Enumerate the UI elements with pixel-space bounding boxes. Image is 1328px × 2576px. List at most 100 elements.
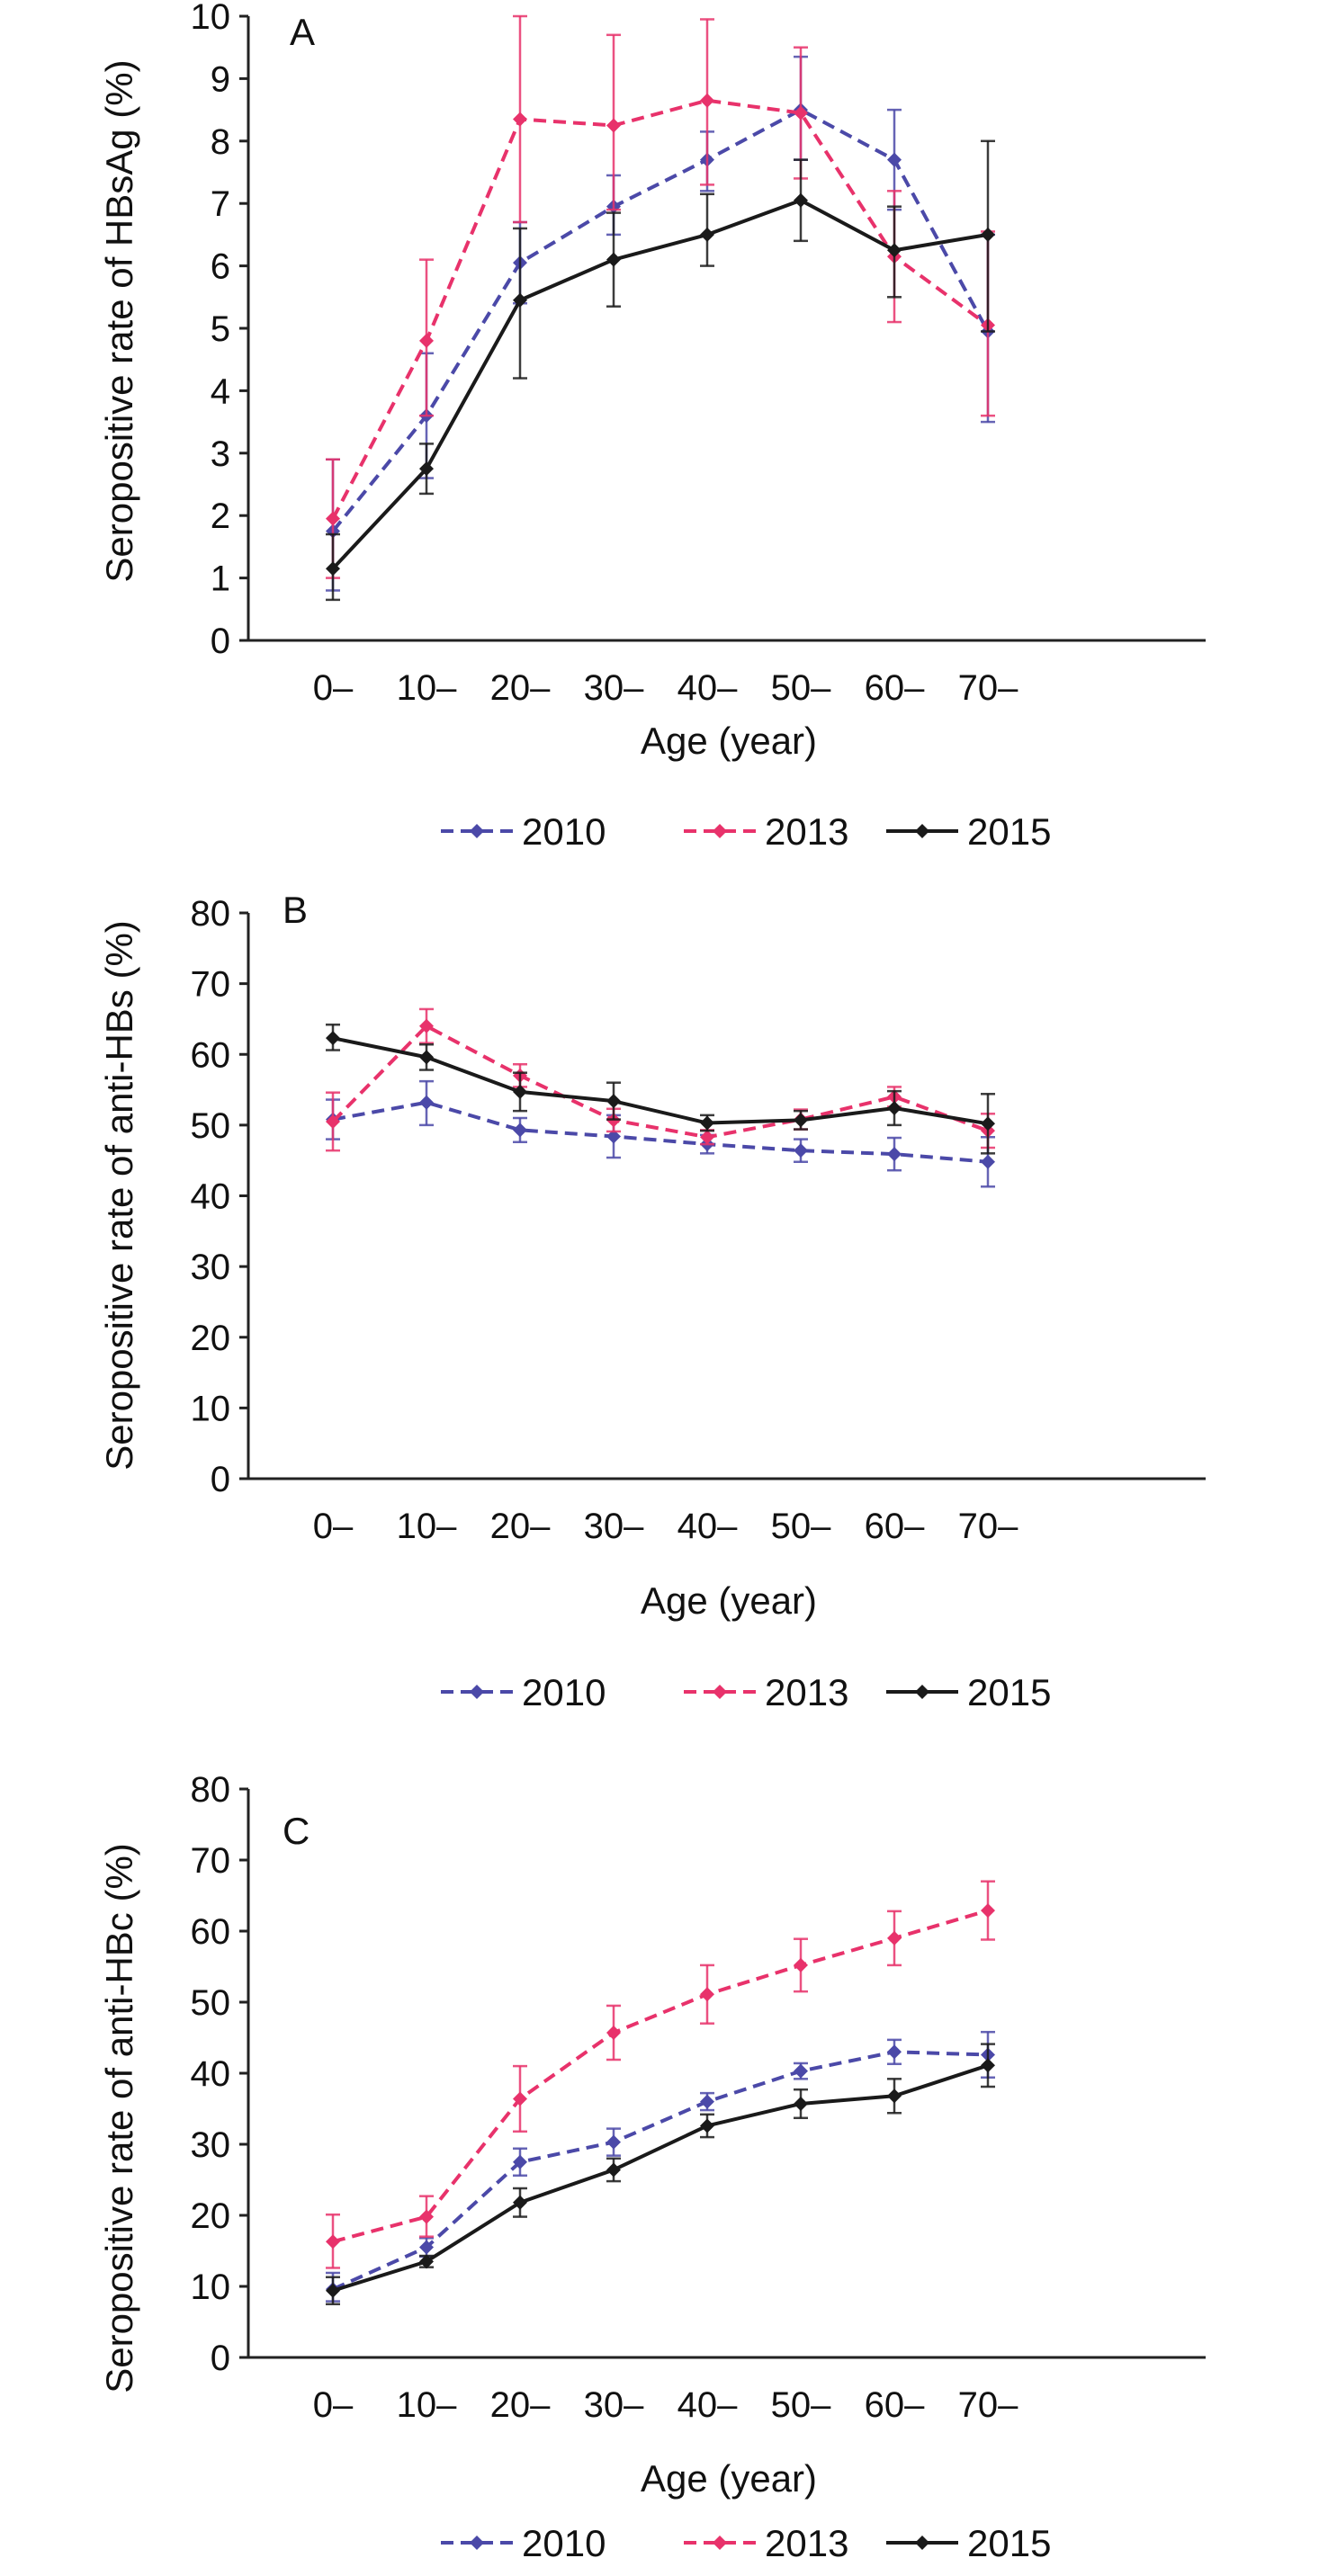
panel-b-x-tick-label: 10–	[397, 1507, 457, 1546]
panel-c-x-axis-title: Age (year)	[641, 2457, 817, 2500]
panel-b-x-tick-label: 60–	[865, 1507, 925, 1546]
panel-c-marks: 0 10 20 30 40 50 60 70 80 0– 10– 20– 30– 40– 50– 60– 70–	[191, 1770, 1206, 2425]
panel-a-series-2015-point	[419, 461, 434, 477]
panel-a-legend-2010: 2010	[441, 810, 606, 853]
panel-a-legend: 2010 2013 2015	[441, 810, 1051, 853]
panel-a-y-tick-label: 4	[211, 371, 230, 411]
panel-a-x-tick-label: 40–	[677, 668, 738, 708]
panel-a-letter: A	[290, 11, 315, 53]
panel-b: 0 10 20 30 40 50 60 70 80 0– 10– 20– 30– 40– 50– 60– 70–…	[98, 889, 1206, 1713]
panel-c-x-tick-label: 70–	[958, 2385, 1018, 2425]
panel-a-legend-2013-marker	[713, 824, 727, 838]
panel-b-y-tick-label: 20	[191, 1319, 231, 1358]
panel-b-legend-2010-label: 2010	[522, 1671, 606, 1713]
panel-a-series-2013-point	[419, 333, 434, 348]
panel-a-series-2015-point	[606, 252, 621, 267]
panel-b-x-tick-label: 50–	[771, 1507, 831, 1546]
panel-c-series-2013-point	[419, 2209, 434, 2224]
panel-c-series-2015-point	[606, 2162, 621, 2178]
panel-c-y-tick-label: 70	[191, 1841, 231, 1881]
panel-c-x-tick-label: 50–	[771, 2385, 831, 2425]
panel-a-x-tick-label: 60–	[865, 668, 925, 708]
panel-c-x-tick-label: 0–	[313, 2385, 354, 2425]
panel-b-series-2015-point	[700, 1115, 714, 1131]
panel-c-x-tick-label: 30–	[584, 2385, 644, 2425]
panel-c-series-2013-point	[326, 2234, 340, 2250]
panel-b-y-tick-label: 50	[191, 1106, 231, 1146]
panel-a-y-tick-label: 2	[211, 496, 230, 536]
panel-a-series-2015-line	[331, 198, 989, 570]
panel-b-series-2013	[326, 1007, 995, 1152]
panel-a-series-2015	[326, 139, 995, 602]
panel-b-y-tick-label: 60	[191, 1035, 231, 1075]
panel-b-y-tick-label: 40	[191, 1177, 231, 1217]
panel-b-series-2010-point	[794, 1143, 808, 1158]
panel-a-y-axis-title: Seropositive rate of HBsAg (%)	[98, 59, 140, 582]
panel-a-x-tick-label: 10–	[397, 668, 457, 708]
panel-c-legend: 2010 2013 2015	[441, 2522, 1051, 2564]
panel-b-x-tick-label: 20–	[490, 1507, 551, 1546]
panel-b-legend-2013: 2013	[684, 1671, 848, 1713]
panel-c-series-2015-point	[513, 2195, 527, 2210]
panel-a-legend-2010-marker	[470, 824, 484, 838]
panel-a-y-tick-label: 3	[211, 434, 230, 474]
panel-a-series-2015-point	[700, 227, 714, 242]
panel-b-series-2015-point	[326, 1031, 340, 1046]
panel-a-x-tick-label: 50–	[771, 668, 831, 708]
panel-a-series-2010-point	[887, 152, 902, 167]
panel-c-series-2015-point	[700, 2118, 714, 2133]
panel-a-y-tick-label: 10	[191, 0, 231, 37]
panel-c-series-2015-point	[794, 2096, 808, 2111]
panel-a-legend-2013-label: 2013	[765, 810, 848, 853]
panel-a-x-tick-label: 0–	[313, 668, 354, 708]
panel-b-legend-2013-marker	[713, 1685, 727, 1699]
panel-b-series-2010-point	[981, 1154, 995, 1169]
panel-a-series-2015-point	[513, 292, 527, 308]
panel-c-y-axis-title: Seropositive rate of anti-HBc (%)	[98, 1843, 140, 2393]
panel-b-series-2015-point	[794, 1113, 808, 1128]
panel-c-series-2010-point	[887, 2044, 902, 2060]
panel-a-legend-2015-label: 2015	[967, 810, 1051, 853]
panel-a-marks: 0 1 2 3 4 5 6 7 8 9 10 0– 10– 20– 30– 40– 50– 60– 70–	[191, 0, 1206, 708]
panel-c-legend-2015-marker	[915, 2536, 929, 2550]
panel-b-series-2015-point	[981, 1116, 995, 1131]
panel-a-y-tick-label: 8	[211, 122, 230, 162]
panel-b-series-2015-point	[887, 1101, 902, 1116]
panel-b-series-2010-line	[332, 1100, 989, 1164]
panel-c-legend-2013: 2013	[684, 2522, 848, 2564]
panel-c-series-2013-point	[887, 1930, 902, 1945]
panel-b-x-axis-title: Age (year)	[641, 1579, 817, 1622]
panel-b-y-tick-label: 70	[191, 965, 231, 1005]
panel-b-series-2013-point	[700, 1130, 714, 1145]
panel-a-series-2013-point	[606, 118, 621, 133]
panel-b-legend-2015-marker	[915, 1685, 929, 1699]
panel-a-series-2013-point	[326, 511, 340, 526]
panel-c-x-tick-label: 10–	[397, 2385, 457, 2425]
panel-b-series-2010-point	[606, 1129, 621, 1144]
panel-a-legend-2015: 2015	[886, 810, 1051, 853]
panel-c-legend-2010-marker	[470, 2536, 484, 2550]
panel-c-x-tick-label: 20–	[490, 2385, 551, 2425]
panel-a-series-2013-point	[513, 112, 527, 127]
panel-b-x-tick-label: 40–	[677, 1507, 738, 1546]
panel-b-y-axis-title: Seropositive rate of anti-HBs (%)	[98, 920, 140, 1471]
panel-c-series-2013-line	[332, 1909, 989, 2244]
panel-b-series-2010-point	[887, 1147, 902, 1162]
panel-b-series-2013-point	[419, 1018, 434, 1033]
panel-b-series-2015	[326, 1023, 995, 1155]
panel-c-series-2015-point	[326, 2283, 340, 2298]
panel-c-series-2015	[326, 2043, 995, 2305]
panel-a-y-tick-label: 7	[211, 184, 230, 224]
panel-c-letter: C	[283, 1810, 310, 1852]
panel-c-series-2013-point	[606, 2025, 621, 2040]
panel-b-series-2015-line	[332, 1036, 989, 1126]
panel-a-legend-2010-label: 2010	[522, 810, 606, 853]
panel-c-y-tick-label: 50	[191, 1983, 231, 2023]
panel-b-x-tick-label: 70–	[958, 1507, 1018, 1546]
panel-b-series-2015-point	[419, 1050, 434, 1065]
panel-a-x-tick-label: 30–	[584, 668, 644, 708]
panel-c: 0 10 20 30 40 50 60 70 80 0– 10– 20– 30– 40– 50– 60– 70–…	[98, 1770, 1206, 2564]
panel-c-series-2010-line	[332, 2050, 989, 2291]
panel-c-series-2013-point	[981, 1903, 995, 1919]
